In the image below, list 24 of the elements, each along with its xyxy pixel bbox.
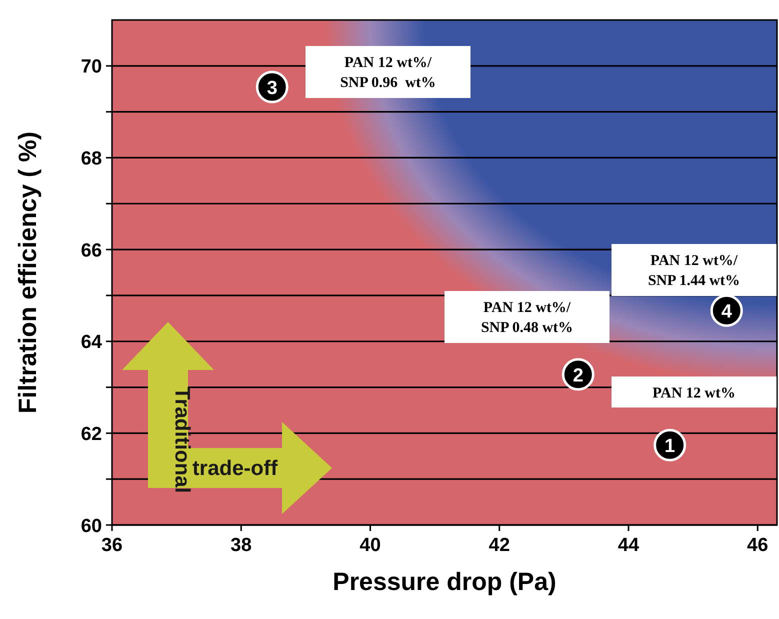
annotation: PAN 12 wt%/ SNP 0.48 wt%	[480, 300, 574, 336]
annotation: 3	[266, 78, 278, 99]
y-tick-label: 64	[80, 332, 102, 354]
annotation: Traditional	[170, 386, 194, 494]
x-tick-label: 36	[101, 535, 123, 556]
y-axis-title: Filtration efficiency ( %)	[14, 132, 42, 414]
y-tick-label: 62	[80, 424, 102, 446]
x-axis-title: Pressure drop (Pa)	[332, 568, 556, 596]
y-tick-label: 68	[80, 148, 102, 170]
y-tick-label: 66	[80, 240, 102, 262]
x-tick-label: 42	[488, 535, 510, 556]
y-tick-label: 60	[80, 516, 102, 537]
x-tick-label: 44	[618, 535, 640, 556]
annotation: PAN 12 wt%	[652, 385, 736, 402]
annotation: 2	[572, 365, 584, 386]
annotation: PAN 12 wt%/ SNP 0.96 wt%	[340, 54, 436, 91]
annotation: 4	[721, 301, 732, 322]
x-tick-label: 46	[747, 535, 768, 556]
y-tick-label: 70	[80, 56, 102, 78]
annotation: trade-off	[192, 457, 279, 480]
annotation: PAN 12 wt%/ SNP 1.44 wt%	[648, 252, 740, 289]
x-tick-label: 38	[230, 535, 252, 556]
x-tick-label: 40	[360, 535, 381, 556]
annotation: 1	[664, 436, 676, 457]
